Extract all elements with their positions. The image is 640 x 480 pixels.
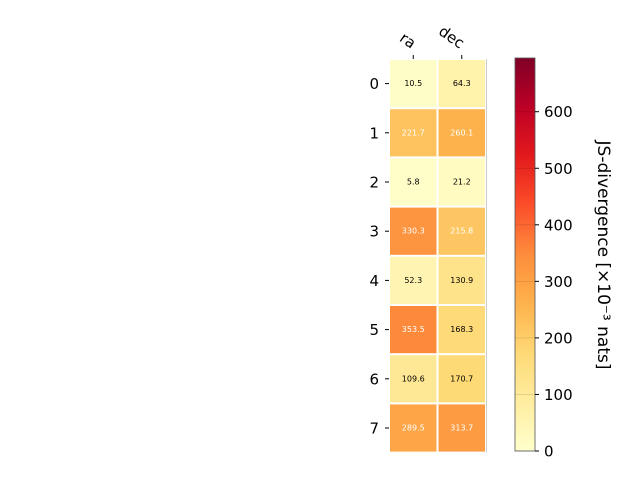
cell-value-label: 260.1 bbox=[450, 128, 473, 137]
cell-value-label: 170.7 bbox=[450, 374, 473, 383]
row-label: 6 bbox=[369, 370, 379, 388]
colorbar-tick-label: 300 bbox=[544, 273, 573, 291]
heatmap-cell bbox=[438, 109, 485, 157]
heatmap-cell bbox=[438, 158, 485, 206]
cell-value-label: 168.3 bbox=[450, 325, 473, 334]
cell-value-label: 330.3 bbox=[402, 227, 425, 236]
colorbar-tick-label: 100 bbox=[544, 386, 573, 404]
cell-value-label: 221.7 bbox=[402, 128, 425, 137]
colorbar-label: JS-divergence [×10⁻³ nats] bbox=[593, 140, 613, 370]
heatmap-cell bbox=[390, 404, 437, 452]
cell-value-label: 21.2 bbox=[453, 178, 471, 187]
cell-value-label: 10.5 bbox=[404, 79, 422, 88]
column-label: dec bbox=[435, 22, 467, 52]
colorbar-ticks: 0 100 200 300 400 500 600 bbox=[515, 103, 573, 461]
heatmap-cell bbox=[438, 404, 485, 452]
row-labels: 0 1 2 3 4 5 6 7 bbox=[369, 75, 389, 438]
cell-value-label: 289.5 bbox=[402, 424, 425, 433]
heatmap-cell bbox=[438, 306, 485, 354]
heatmap-cell bbox=[438, 355, 485, 403]
cell-value-label: 5.8 bbox=[407, 178, 420, 187]
colorbar-gradient bbox=[514, 57, 536, 452]
column-labels: ra dec bbox=[396, 22, 468, 59]
heatmap-cell bbox=[390, 60, 437, 108]
heatmap-cell bbox=[438, 256, 485, 304]
row-label: 0 bbox=[369, 75, 379, 93]
heatmap-cell bbox=[390, 306, 437, 354]
heatmap-cells: 10.5 64.3 221.7 260.1 5.8 21.2 330.3 215.8 52.3 1… bbox=[390, 59, 487, 453]
heatmap-cell bbox=[390, 355, 437, 403]
colorbar-tick-label: 200 bbox=[544, 329, 573, 347]
row-label: 4 bbox=[369, 272, 379, 290]
row-label: 7 bbox=[369, 420, 379, 438]
heatmap-cell bbox=[438, 207, 485, 255]
heatmap-cell bbox=[390, 109, 437, 157]
row-label: 3 bbox=[369, 223, 379, 241]
colorbar-tick-label: 400 bbox=[544, 216, 573, 234]
colorbar-tick-label: 0 bbox=[544, 443, 554, 461]
column-label: ra bbox=[396, 29, 419, 53]
cell-value-label: 130.9 bbox=[450, 276, 473, 285]
heatmap-cell bbox=[390, 256, 437, 304]
cell-value-label: 64.3 bbox=[453, 79, 471, 88]
cell-value-label: 109.6 bbox=[402, 374, 425, 383]
colorbar-tick-label: 600 bbox=[544, 103, 573, 121]
row-label: 5 bbox=[369, 321, 379, 339]
cell-value-label: 215.8 bbox=[450, 227, 473, 236]
heatmap-cell bbox=[438, 60, 485, 108]
heatmap-cell bbox=[390, 207, 437, 255]
colorbar-tick-label: 500 bbox=[544, 160, 573, 178]
cell-value-label: 52.3 bbox=[404, 276, 422, 285]
colorbar: 0 100 200 300 400 500 600 JS-divergence [×10⁻³… bbox=[514, 57, 613, 461]
cell-value-label: 313.7 bbox=[450, 424, 473, 433]
cell-value-label: 353.5 bbox=[402, 325, 425, 334]
heatmap-cell bbox=[390, 158, 437, 206]
row-label: 2 bbox=[369, 174, 379, 192]
row-label: 1 bbox=[369, 124, 379, 142]
